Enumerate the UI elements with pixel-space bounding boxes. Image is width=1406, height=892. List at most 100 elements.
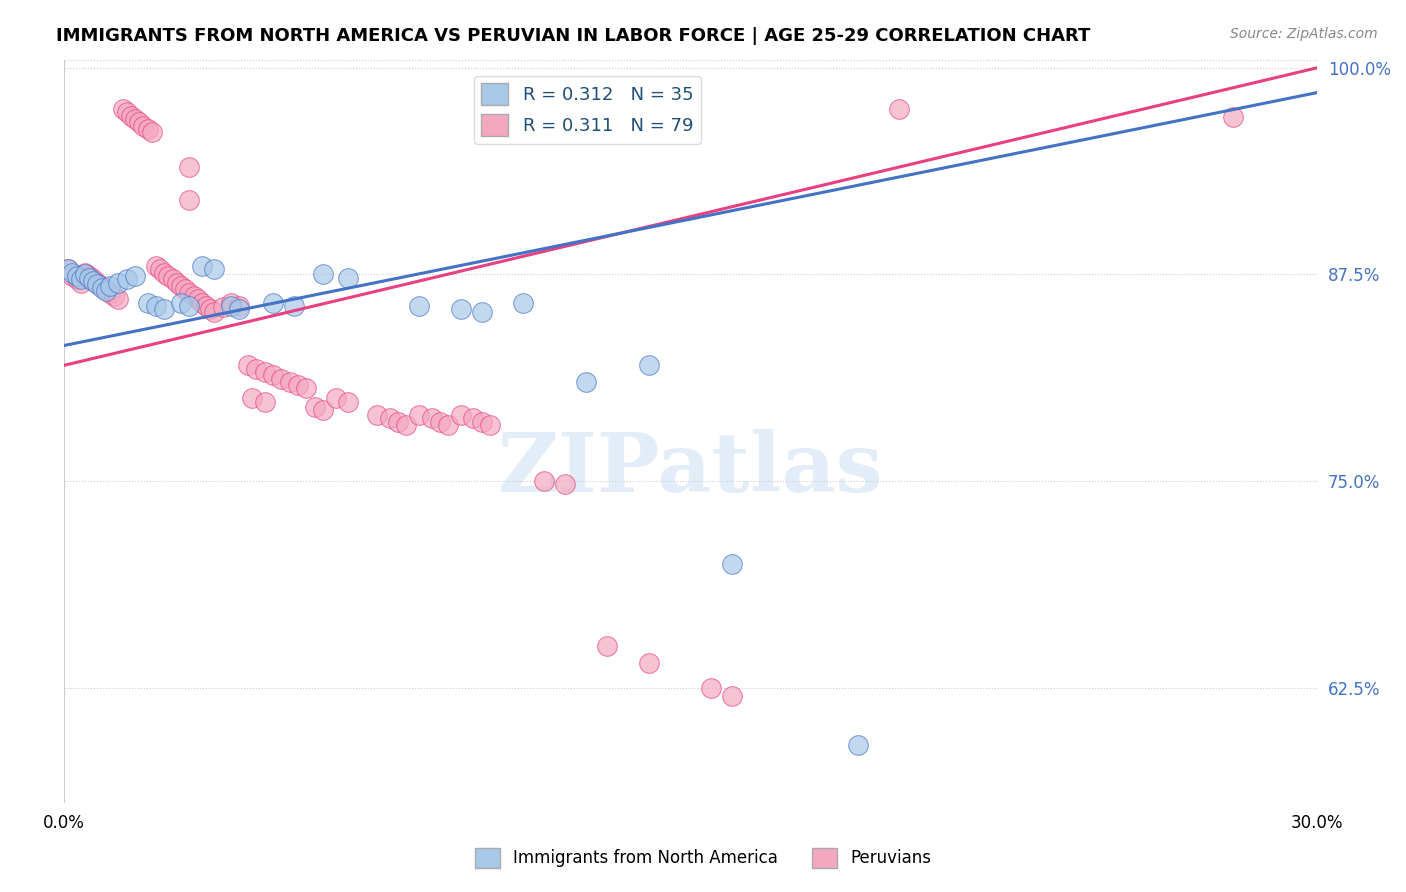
- Point: [69, 276, 91, 290]
- Point: [149, 262, 172, 277]
- Point: [378, 411, 401, 425]
- Point: [471, 305, 494, 319]
- Point: [128, 115, 150, 129]
- Point: [420, 411, 443, 425]
- Point: [187, 292, 209, 306]
- Text: IMMIGRANTS FROM NORTH AMERICA VS PERUVIAN IN LABOR FORCE | AGE 25-29 CORRELATION: IMMIGRANTS FROM NORTH AMERICA VS PERUVIA…: [56, 27, 1091, 45]
- Point: [437, 417, 460, 432]
- Text: Source: ZipAtlas.com: Source: ZipAtlas.com: [1230, 27, 1378, 41]
- Point: [325, 392, 347, 406]
- Point: [58, 262, 80, 277]
- Point: [219, 295, 242, 310]
- Point: [387, 415, 409, 429]
- Point: [228, 302, 250, 317]
- Point: [262, 295, 284, 310]
- Point: [153, 266, 176, 280]
- Point: [162, 272, 184, 286]
- Point: [471, 415, 494, 429]
- Point: [183, 289, 205, 303]
- Point: [65, 272, 87, 286]
- Point: [136, 122, 159, 136]
- Text: ZIPatlas: ZIPatlas: [498, 429, 883, 508]
- Point: [115, 105, 138, 120]
- Point: [120, 109, 142, 123]
- Point: [191, 295, 214, 310]
- Point: [77, 270, 100, 285]
- Point: [312, 403, 335, 417]
- Point: [153, 302, 176, 317]
- Point: [312, 268, 335, 282]
- Point: [73, 268, 96, 282]
- Point: [846, 739, 869, 753]
- Point: [395, 417, 418, 432]
- Point: [124, 112, 146, 127]
- Point: [77, 269, 100, 284]
- Point: [889, 102, 911, 116]
- Legend: R = 0.312   N = 35, R = 0.311   N = 79: R = 0.312 N = 35, R = 0.311 N = 79: [474, 76, 700, 144]
- Point: [200, 302, 222, 317]
- Point: [82, 272, 104, 286]
- Point: [94, 282, 117, 296]
- Point: [408, 299, 430, 313]
- Point: [179, 160, 201, 174]
- Point: [136, 295, 159, 310]
- Point: [253, 394, 276, 409]
- Point: [554, 477, 576, 491]
- Point: [82, 274, 104, 288]
- Point: [262, 368, 284, 383]
- Point: [512, 295, 534, 310]
- Point: [429, 415, 451, 429]
- Point: [408, 408, 430, 422]
- Point: [124, 269, 146, 284]
- Point: [90, 280, 112, 294]
- Legend: Immigrants from North America, Peruvians: Immigrants from North America, Peruvians: [468, 841, 938, 875]
- Point: [304, 400, 326, 414]
- Point: [533, 474, 555, 488]
- Point: [287, 378, 309, 392]
- Point: [179, 299, 201, 313]
- Point: [637, 656, 659, 670]
- Point: [69, 272, 91, 286]
- Point: [202, 305, 225, 319]
- Point: [86, 276, 108, 290]
- Point: [219, 299, 242, 313]
- Point: [174, 282, 197, 296]
- Point: [115, 272, 138, 286]
- Point: [240, 392, 263, 406]
- Point: [450, 302, 472, 317]
- Point: [145, 259, 167, 273]
- Point: [211, 301, 233, 315]
- Point: [596, 640, 619, 654]
- Point: [337, 394, 360, 409]
- Point: [58, 262, 80, 277]
- Point: [111, 102, 134, 116]
- Point: [65, 269, 87, 284]
- Point: [245, 361, 267, 376]
- Point: [463, 411, 485, 425]
- Point: [228, 299, 250, 313]
- Point: [1222, 111, 1244, 125]
- Point: [73, 266, 96, 280]
- Point: [107, 292, 129, 306]
- Point: [98, 279, 121, 293]
- Point: [179, 285, 201, 300]
- Point: [270, 371, 292, 385]
- Point: [62, 266, 84, 280]
- Point: [337, 270, 360, 285]
- Point: [62, 269, 84, 284]
- Point: [278, 375, 301, 389]
- Point: [700, 681, 723, 695]
- Point: [295, 382, 318, 396]
- Point: [479, 417, 502, 432]
- Point: [107, 276, 129, 290]
- Point: [575, 375, 598, 389]
- Point: [132, 119, 155, 133]
- Point: [637, 359, 659, 373]
- Point: [157, 269, 180, 284]
- Point: [253, 365, 276, 379]
- Point: [94, 284, 117, 298]
- Point: [170, 295, 193, 310]
- Point: [170, 279, 193, 293]
- Point: [202, 262, 225, 277]
- Point: [90, 279, 112, 293]
